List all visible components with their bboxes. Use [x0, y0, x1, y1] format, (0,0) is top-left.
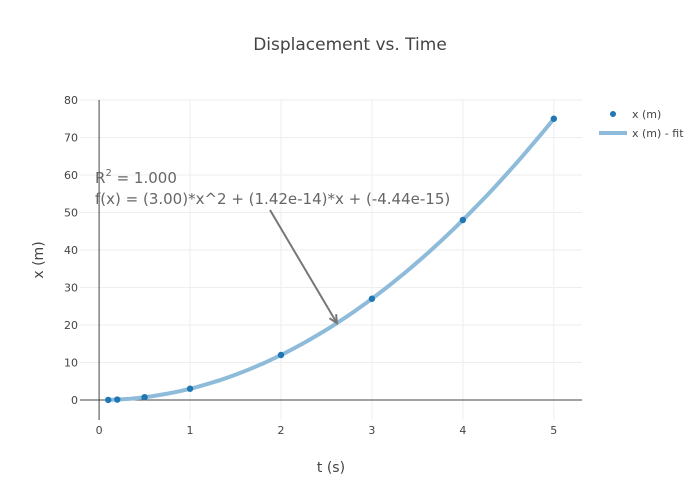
x-axis-label: t (s) — [317, 460, 345, 476]
fit-equation: f(x) = (3.00)*x^2 + (1.42e-14)*x + (-4.4… — [95, 190, 450, 208]
y-tick-label: 0 — [71, 394, 78, 407]
x-tick-label: 4 — [459, 424, 466, 437]
data-point — [368, 295, 376, 302]
data-points — [104, 115, 558, 404]
x-tick-label: 2 — [277, 424, 284, 437]
annotation-arrow — [269, 209, 338, 324]
y-tick-label: 20 — [64, 319, 78, 332]
gridlines — [80, 99, 582, 420]
y-tick-label: 70 — [64, 132, 78, 145]
y-tick-label: 50 — [64, 207, 78, 220]
data-point — [114, 396, 121, 403]
data-point — [277, 351, 285, 359]
x-tick-label: 5 — [550, 424, 557, 437]
y-tick-label: 40 — [64, 244, 78, 257]
annotation: R2 = 1.000 f(x) = (3.00)*x^2 + (1.42e-14… — [95, 168, 450, 326]
chart-title: Displacement vs. Time — [253, 35, 447, 55]
data-point — [141, 393, 148, 401]
y-tick-label: 60 — [64, 169, 78, 182]
legend[interactable]: x (m) x (m) - fit — [599, 108, 684, 140]
legend-label-fit[interactable]: x (m) - fit — [632, 127, 684, 140]
x-tick-label: 1 — [187, 424, 194, 437]
data-point — [550, 115, 558, 122]
data-point — [104, 396, 112, 404]
data-point — [459, 216, 467, 224]
r-squared-label: R2 = 1.000 — [95, 168, 177, 187]
x-tick-label: 0 — [96, 424, 103, 437]
legend-label-data[interactable]: x (m) — [632, 108, 661, 121]
legend-marker-icon — [610, 111, 616, 117]
axes — [80, 100, 582, 420]
x-tick-label: 3 — [368, 424, 375, 437]
y-tick-label: 80 — [64, 94, 78, 107]
data-point — [186, 385, 194, 392]
y-axis-label: x (m) — [31, 241, 47, 278]
y-tick-label: 30 — [64, 282, 78, 295]
fit-line — [108, 117, 556, 402]
y-tick-label: 10 — [64, 357, 78, 370]
annotation-arrowhead — [328, 314, 339, 326]
